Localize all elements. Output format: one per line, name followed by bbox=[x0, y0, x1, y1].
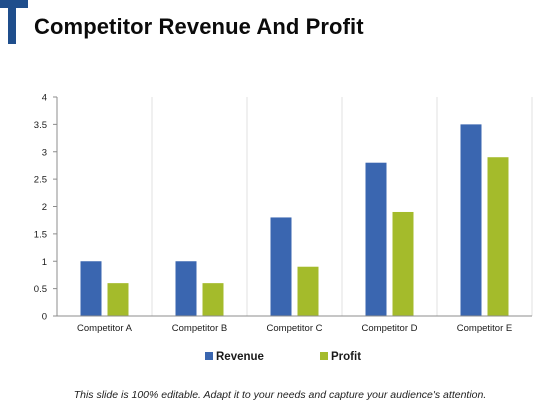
legend: Revenue Profit bbox=[205, 351, 361, 363]
y-tick-label: 1 bbox=[42, 257, 47, 268]
x-tick-label: Competitor C bbox=[267, 323, 323, 334]
profit-bar bbox=[487, 157, 509, 316]
y-tick-label: 0 bbox=[42, 312, 47, 323]
y-tick-label: 1.5 bbox=[34, 229, 47, 240]
y-tick-label: 2.5 bbox=[34, 175, 47, 186]
x-tick-label: Competitor B bbox=[172, 323, 227, 334]
revenue-bar bbox=[270, 217, 292, 316]
gridlines bbox=[151, 97, 533, 316]
x-tick-label: Competitor D bbox=[362, 323, 418, 334]
x-tick-label: Competitor A bbox=[77, 323, 133, 334]
revenue-bar bbox=[365, 162, 387, 316]
revenue-bar bbox=[80, 261, 102, 316]
x-tick-label: Competitor E bbox=[457, 323, 512, 334]
y-tick-label: 2 bbox=[42, 202, 47, 213]
bars bbox=[80, 124, 509, 316]
bar-chart: Competitor A Competitor B Competitor C Comp… bbox=[34, 93, 533, 363]
profit-bar bbox=[392, 211, 414, 316]
profit-bar bbox=[202, 283, 224, 316]
y-tick-label: 3.5 bbox=[34, 120, 47, 131]
profit-bar bbox=[297, 266, 319, 316]
legend-swatch-profit bbox=[320, 352, 328, 360]
y-tick-label: 4 bbox=[42, 93, 47, 104]
logo-mark-icon bbox=[0, 0, 28, 44]
profit-bar bbox=[107, 283, 129, 316]
axis-labels: Competitor A Competitor B Competitor C Comp… bbox=[34, 93, 512, 335]
legend-label-revenue: Revenue bbox=[216, 351, 264, 363]
revenue-bar bbox=[460, 124, 482, 316]
revenue-bar bbox=[175, 261, 197, 316]
legend-label-profit: Profit bbox=[331, 351, 361, 363]
axes bbox=[53, 96, 532, 317]
legend-swatch-revenue bbox=[205, 352, 213, 360]
footer-note: This slide is 100% editable. Adapt it to… bbox=[73, 389, 487, 401]
slide-title: Competitor Revenue And Profit bbox=[34, 14, 364, 39]
y-tick-label: 3 bbox=[42, 147, 47, 158]
y-tick-label: 0.5 bbox=[34, 284, 47, 295]
